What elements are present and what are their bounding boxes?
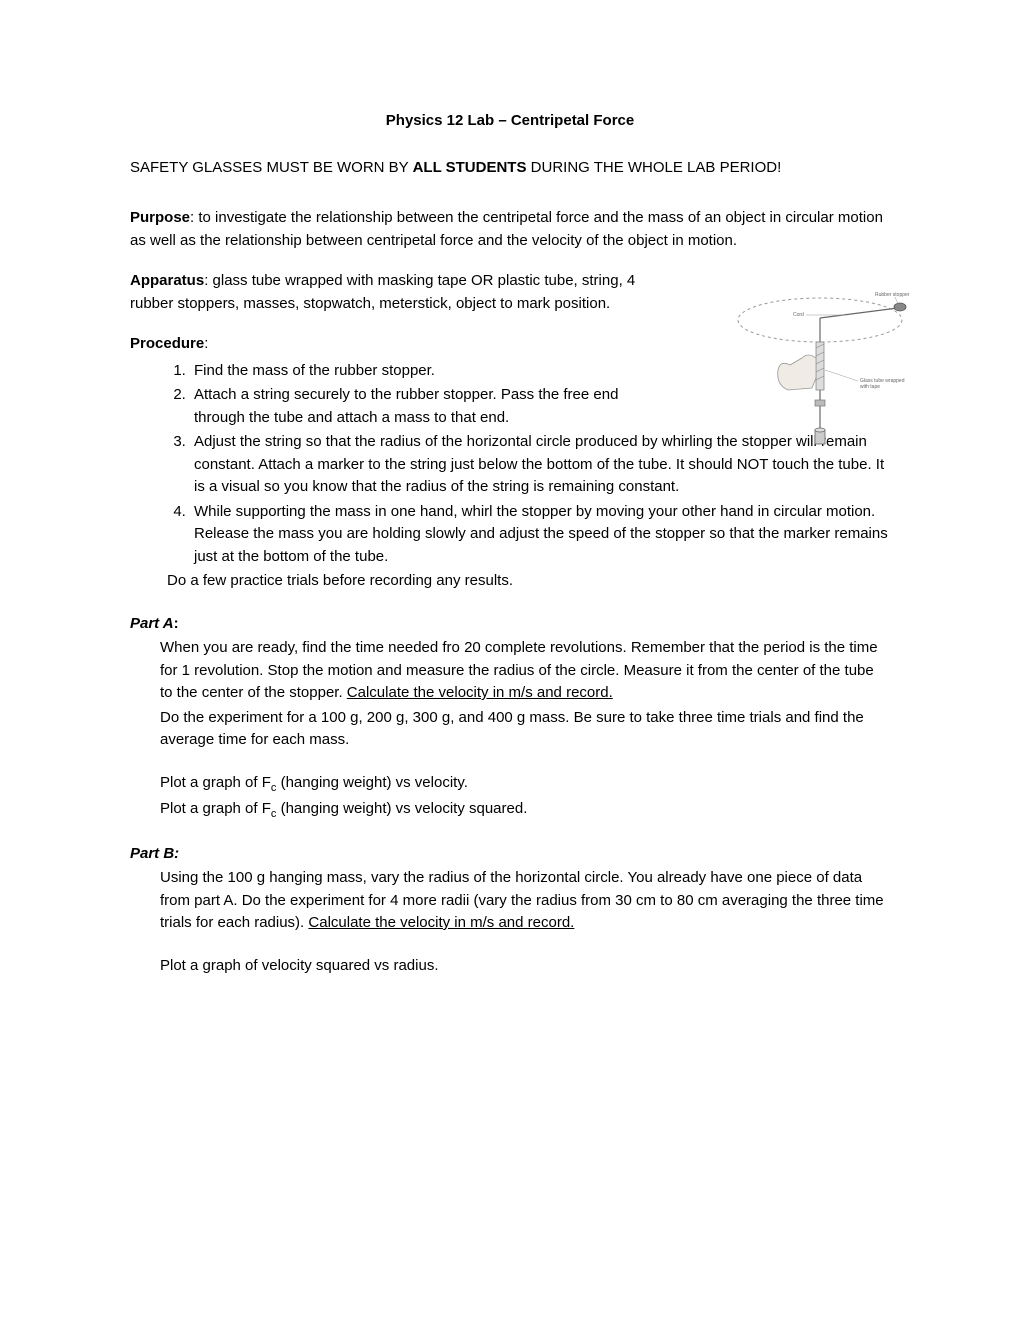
procedure-step-2: Attach a string securely to the rubber s…	[190, 384, 650, 429]
part-a-section: Part A: When you are ready, find the tim…	[130, 613, 890, 823]
apparatus-text: : glass tube wrapped with masking tape O…	[130, 272, 635, 312]
svg-text:Rubber stopper: Rubber stopper	[875, 292, 910, 298]
part-a-plot2: Plot a graph of Fc (hanging weight) vs v…	[160, 798, 890, 823]
purpose-section: Purpose: to investigate the relationship…	[130, 207, 890, 252]
safety-bold: ALL STUDENTS	[413, 159, 527, 176]
procedure-colon: :	[204, 335, 208, 352]
purpose-text: : to investigate the relationship betwee…	[130, 209, 883, 249]
part-a-plot2-suffix: (hanging weight) vs velocity squared.	[276, 800, 527, 817]
part-a-p1-underline: Calculate the velocity in m/s and record…	[347, 684, 613, 701]
part-a-colon: :	[174, 615, 179, 632]
procedure-label: Procedure	[130, 335, 204, 352]
safety-prefix: SAFETY GLASSES MUST BE WORN BY	[130, 159, 413, 176]
part-b-heading: Part B:	[130, 843, 890, 866]
part-b-p1: Using the 100 g hanging mass, vary the r…	[160, 867, 890, 935]
part-a-p1: When you are ready, find the time needed…	[160, 637, 890, 705]
part-a-heading: Part A	[130, 615, 174, 632]
safety-suffix: DURING THE WHOLE LAB PERIOD!	[526, 159, 781, 176]
lab-title: Physics 12 Lab – Centripetal Force	[130, 110, 890, 133]
procedure-step-1: Find the mass of the rubber stopper.	[190, 360, 650, 383]
procedure-step-4: While supporting the mass in one hand, w…	[190, 501, 890, 569]
part-a-plot1-suffix: (hanging weight) vs velocity.	[276, 774, 467, 791]
part-a-p2: Do the experiment for a 100 g, 200 g, 30…	[160, 707, 890, 752]
safety-warning: SAFETY GLASSES MUST BE WORN BY ALL STUDE…	[130, 157, 890, 180]
apparatus-label: Apparatus	[130, 272, 204, 289]
purpose-label: Purpose	[130, 209, 190, 226]
procedure-practice: Do a few practice trials before recordin…	[130, 570, 890, 593]
svg-text:with tape: with tape	[860, 384, 880, 390]
part-a-plot1-prefix: Plot a graph of F	[160, 774, 271, 791]
part-b-plot: Plot a graph of velocity squared vs radi…	[160, 955, 890, 978]
part-b-p1-underline: Calculate the velocity in m/s and record…	[308, 914, 574, 931]
part-a-plot1: Plot a graph of Fc (hanging weight) vs v…	[160, 772, 890, 797]
part-a-plot2-prefix: Plot a graph of F	[160, 800, 271, 817]
part-b-section: Part B: Using the 100 g hanging mass, va…	[130, 843, 890, 978]
apparatus-diagram: Rubber stopper Cord Glass tube wrapped w…	[730, 290, 910, 450]
svg-text:Cord: Cord	[793, 312, 804, 318]
